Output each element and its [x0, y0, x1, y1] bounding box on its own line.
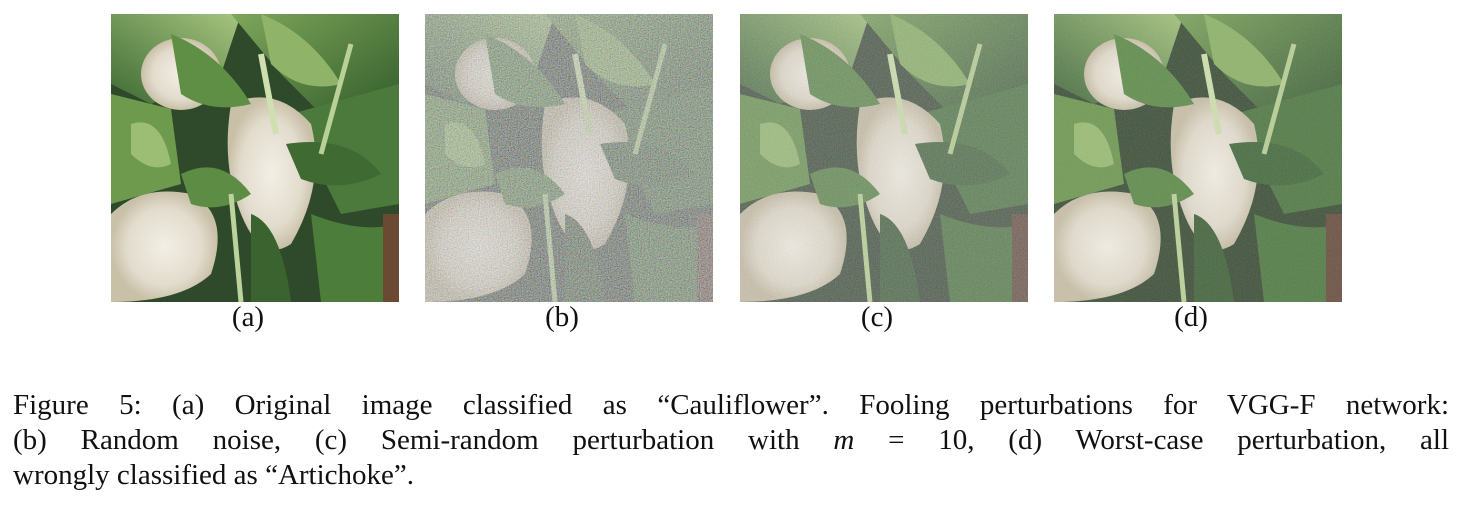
caption-line-1: Figure 5: (a) Original image classified …: [13, 389, 1449, 421]
panel-b: [425, 14, 713, 302]
semi-random-perturbation-image: [740, 14, 1028, 302]
figure-caption: Figure 5: (a) Original image classified …: [13, 388, 1449, 493]
cauliflower-original-image: [111, 14, 399, 302]
panel-a-label: (a): [231, 301, 265, 333]
panel-c: [740, 14, 1028, 302]
math-variable-m: m: [833, 424, 855, 456]
caption-line-2-text: (b) Random noise, (c) Semi-random pertur…: [13, 424, 834, 456]
panel-c-label: (c): [860, 301, 894, 333]
random-noise-image: [425, 14, 713, 302]
caption-line-2-rest: = 10, (d) Worst-case perturbation, all: [854, 424, 1449, 456]
panel-d: [1054, 14, 1342, 302]
figure-panels: (a) (b) (c) (d): [0, 0, 1460, 333]
caption-line-2: (b) Random noise, (c) Semi-random pertur…: [13, 423, 1449, 458]
worst-case-perturbation-image: [1054, 14, 1342, 302]
panel-b-label: (b): [545, 301, 579, 333]
caption-line-3: wrongly classified as “Artichoke”.: [13, 459, 415, 491]
panel-a: [111, 14, 399, 302]
panel-d-label: (d): [1174, 301, 1208, 333]
